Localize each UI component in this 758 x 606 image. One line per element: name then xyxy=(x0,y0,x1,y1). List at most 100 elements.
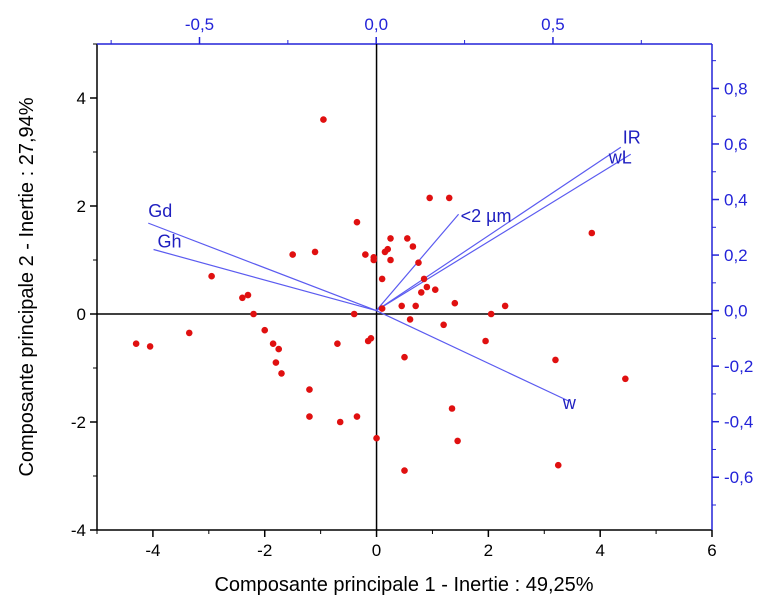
score-point xyxy=(362,251,369,258)
loading-vector-label: <2 µm xyxy=(461,206,512,226)
score-point xyxy=(306,413,313,420)
loading-vector-line xyxy=(375,310,570,402)
score-point xyxy=(448,405,456,412)
loading-vector-line xyxy=(375,146,622,312)
score-point xyxy=(588,229,596,237)
score-points xyxy=(132,116,629,474)
score-point xyxy=(311,248,319,256)
score-point xyxy=(426,194,433,202)
score-point xyxy=(269,340,277,348)
score-point xyxy=(406,316,414,323)
score-point xyxy=(378,275,386,283)
score-point xyxy=(378,305,386,312)
score-point xyxy=(146,343,154,350)
x-tick-label: -4 xyxy=(145,541,160,560)
y-tick-label: 2 xyxy=(77,197,86,216)
score-point xyxy=(384,245,392,253)
zero-lines xyxy=(97,44,712,530)
score-point xyxy=(350,310,358,318)
loading-vector-line xyxy=(153,248,377,312)
score-point xyxy=(185,329,193,337)
score-point xyxy=(239,294,246,302)
plot-frame xyxy=(96,43,713,531)
right-tick-label: 0,0 xyxy=(724,302,748,321)
right-tick-label: 0,2 xyxy=(724,246,748,265)
x-tick-label: 0 xyxy=(372,541,381,560)
bottom-axis-ticks: -4 -2 0 2 4 6 xyxy=(96,530,717,560)
score-point xyxy=(554,461,562,469)
y-axis-title: Composante principale 2 - Inertie : 27,9… xyxy=(16,97,38,476)
right-tick-label: 0,6 xyxy=(724,135,748,154)
score-point xyxy=(320,116,327,123)
score-point xyxy=(622,375,629,383)
score-point xyxy=(401,467,408,474)
right-tick-label: -0,4 xyxy=(724,413,753,432)
loading-vector-label: Gd xyxy=(148,201,172,221)
x-tick-label: 2 xyxy=(484,541,493,560)
score-point xyxy=(387,235,394,242)
score-point xyxy=(261,326,269,334)
score-point xyxy=(552,356,559,364)
score-point xyxy=(272,359,280,366)
score-point xyxy=(445,194,453,202)
y-tick-label: -2 xyxy=(71,413,86,432)
loading-vector-label: w xyxy=(562,393,577,413)
x-axis-title: Composante principale 1 - Inertie : 49,2… xyxy=(214,574,593,596)
score-point xyxy=(244,291,252,299)
score-point xyxy=(415,259,422,267)
right-tick-label: -0,6 xyxy=(724,468,753,487)
right-tick-label: 0,8 xyxy=(724,79,748,98)
loading-vector-label: IR xyxy=(623,127,641,147)
x-tick-label: 6 xyxy=(707,541,716,560)
score-point xyxy=(289,251,296,258)
top-axis-ticks: -0,5 0,0 0,5 xyxy=(110,15,642,44)
score-point xyxy=(275,345,283,353)
top-tick-label: 0,0 xyxy=(364,15,388,34)
score-point xyxy=(336,418,344,426)
score-point xyxy=(278,370,285,377)
score-point xyxy=(412,302,419,310)
x-tick-label: -2 xyxy=(257,541,272,560)
y-tick-label: -4 xyxy=(71,521,86,540)
score-point xyxy=(398,302,406,310)
y-tick-label: 0 xyxy=(77,305,86,324)
loading-vector-label: Gh xyxy=(158,232,182,252)
score-point xyxy=(487,310,495,318)
score-point xyxy=(440,321,447,329)
score-point xyxy=(370,256,378,264)
loading-vector-label: wL xyxy=(608,147,632,167)
top-tick-label: 0,5 xyxy=(541,15,565,34)
score-point xyxy=(387,256,394,264)
x-tick-label: 4 xyxy=(595,541,604,560)
loading-vector-line xyxy=(148,222,377,312)
score-point xyxy=(250,310,257,318)
score-point xyxy=(306,386,313,393)
score-point xyxy=(208,272,215,280)
left-axis-ticks: -4 -2 0 2 4 xyxy=(71,43,97,540)
y-tick-label: 4 xyxy=(77,89,86,108)
score-point xyxy=(420,275,428,283)
score-point xyxy=(373,434,380,442)
score-point xyxy=(132,340,140,348)
score-point xyxy=(409,243,417,250)
top-tick-label: -0,5 xyxy=(185,15,214,34)
right-axis-ticks: -0,6 -0,4 -0,2 0,0 0,2 0,4 0,6 0,8 xyxy=(712,60,753,506)
score-point xyxy=(451,299,459,307)
score-point xyxy=(417,289,425,296)
score-point xyxy=(353,218,361,226)
score-point xyxy=(482,337,489,345)
score-point xyxy=(423,283,431,291)
score-point xyxy=(334,340,341,348)
right-tick-label: -0,2 xyxy=(724,357,753,376)
score-point xyxy=(367,335,375,342)
score-point xyxy=(353,413,361,420)
right-tick-label: 0,4 xyxy=(724,191,748,210)
score-point xyxy=(403,235,411,242)
score-point xyxy=(454,437,461,445)
score-point xyxy=(431,286,439,294)
score-point xyxy=(501,302,509,310)
loading-vector-line xyxy=(375,153,632,312)
score-point xyxy=(401,353,408,361)
